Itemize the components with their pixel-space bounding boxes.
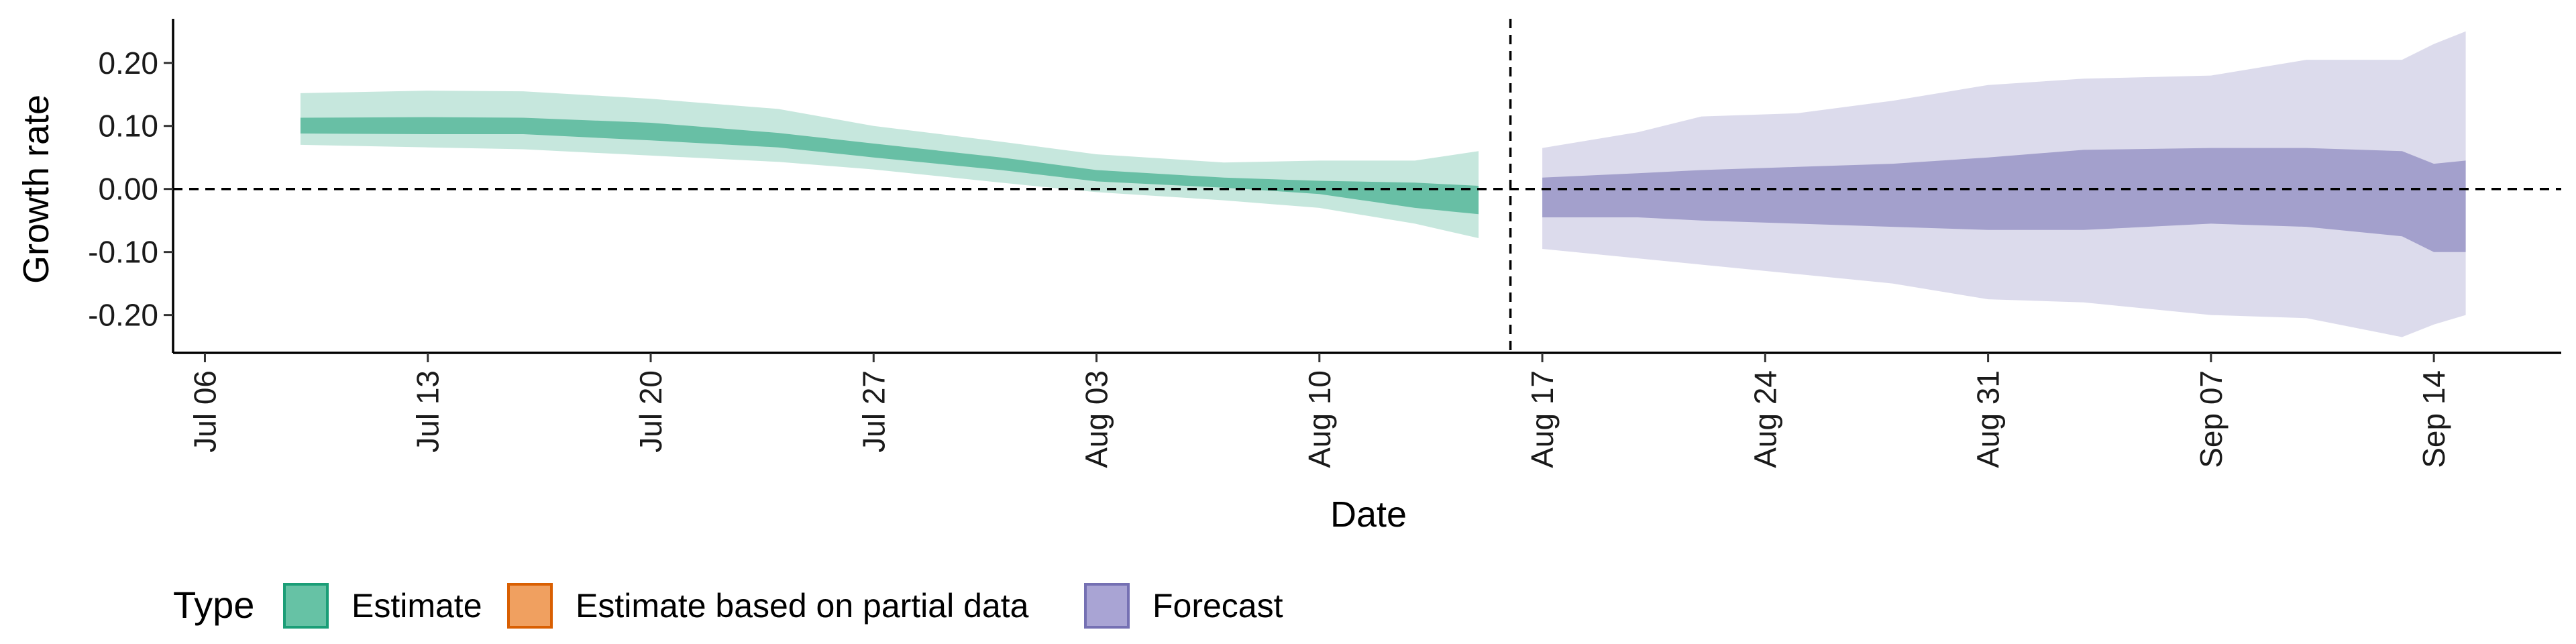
- axes: -0.20 -0.10 0.00 0.10 0.20 Jul 06 Jul 13 Jul 20…: [88, 19, 2561, 468]
- y-tick-label: 0.20: [98, 46, 158, 80]
- x-tick-label: Sep 07: [2194, 370, 2229, 468]
- legend-key-2: [507, 583, 553, 629]
- x-tick-label: Aug 24: [1748, 370, 1782, 468]
- x-tick-label: Aug 03: [1079, 370, 1114, 468]
- ribbon-50-forecast: [1542, 148, 2466, 252]
- legend-key-3: [1084, 583, 1130, 629]
- x-tick-label: Aug 10: [1302, 370, 1337, 468]
- legend-label-1: Estimate: [352, 587, 482, 625]
- x-tick-label: Aug 17: [1525, 370, 1560, 468]
- legend: Type Estimate Estimate based on partial da…: [173, 583, 1283, 629]
- y-tick-label: -0.10: [88, 235, 158, 270]
- y-tick-label: 0.10: [98, 109, 158, 144]
- legend-label-2: Estimate based on partial data: [576, 587, 1029, 625]
- y-axis-title: Growth rate: [16, 95, 56, 284]
- plot-area: [173, 19, 2561, 353]
- x-tick-label: Jul 13: [411, 370, 445, 453]
- x-tick-label: Sep 14: [2416, 370, 2451, 468]
- x-tick-label: Aug 31: [1971, 370, 2006, 468]
- x-tick-label: Jul 27: [856, 370, 891, 453]
- legend-key-1: [283, 583, 329, 629]
- ribbon-50-estimate: [300, 117, 1479, 215]
- x-tick-label: Jul 20: [633, 370, 668, 453]
- y-tick-label: -0.20: [88, 298, 158, 333]
- x-axis-title: Date: [1330, 494, 1407, 535]
- y-tick-label: 0.00: [98, 172, 158, 207]
- legend-title: Type: [173, 584, 254, 626]
- legend-label-3: Forecast: [1152, 587, 1283, 625]
- x-tick-label: Jul 06: [188, 370, 223, 453]
- ribbon-90-estimate: [300, 91, 1479, 238]
